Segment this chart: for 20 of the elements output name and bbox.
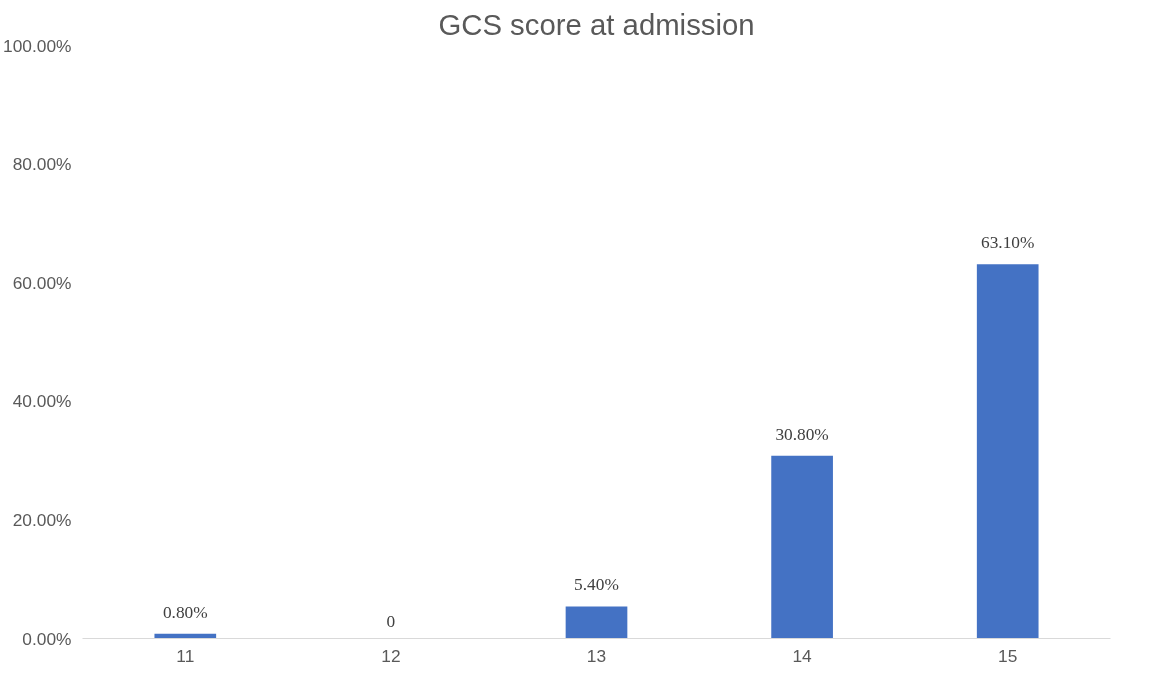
y-tick-label: 0.00%: [22, 628, 72, 649]
y-tick-label: 60.00%: [12, 272, 72, 293]
x-tick-label: 13: [586, 645, 607, 666]
data-label: 0: [386, 611, 396, 631]
bar: [976, 264, 1039, 639]
x-tick-label: 14: [792, 645, 813, 666]
y-tick-label: 80.00%: [12, 154, 72, 175]
y-tick-label: 40.00%: [12, 391, 72, 412]
x-tick-label: 12: [381, 645, 401, 666]
data-label: 0.80%: [162, 602, 208, 622]
x-tick-label: 11: [176, 645, 195, 666]
bar: [565, 606, 628, 639]
data-label: 30.80%: [775, 424, 829, 444]
x-tick-label: 15: [998, 645, 1018, 666]
chart-title: GCS score at admission: [438, 7, 755, 41]
data-label: 5.40%: [574, 575, 619, 595]
y-tick-label: 20.00%: [12, 509, 72, 530]
y-tick-label: 100.00%: [3, 35, 72, 56]
data-label: 63.10%: [980, 233, 1035, 253]
bar: [771, 455, 833, 639]
